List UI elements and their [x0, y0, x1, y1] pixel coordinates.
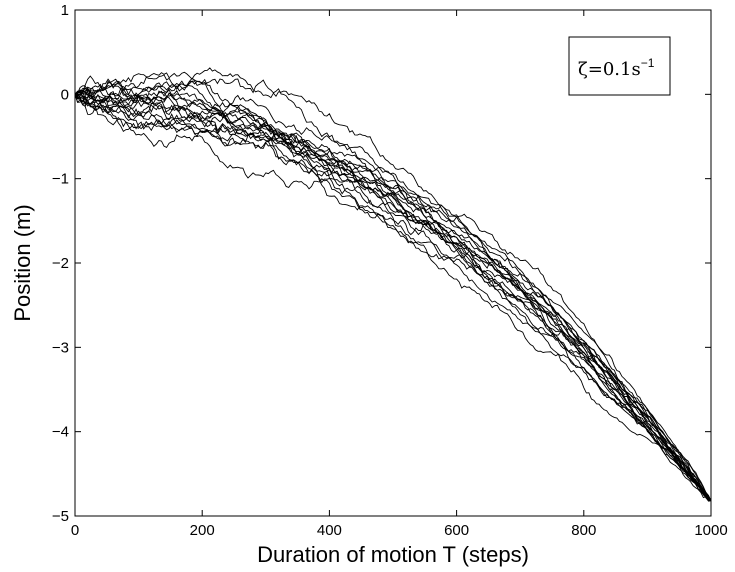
trajectory-line [74, 94, 712, 502]
x-tick-label: 400 [317, 522, 342, 539]
trajectory-line [74, 74, 712, 502]
trajectory-line [74, 92, 712, 502]
trajectory-line [74, 77, 712, 502]
legend: ζ=0.1s−1 [568, 36, 671, 96]
x-tick-label: 1000 [694, 522, 727, 539]
legend-box [568, 36, 671, 96]
series-layer [74, 67, 712, 502]
ticks-layer: 0 200 400 600 800 1000 1 0 −1 −2 −3 −4 −5 [52, 2, 728, 539]
trajectory-line [74, 80, 712, 502]
x-tick-label: 600 [444, 522, 469, 539]
y-tick-label: −5 [52, 508, 69, 525]
trajectory-line [74, 78, 712, 502]
x-tick-label: 0 [71, 522, 79, 539]
trajectory-line [74, 91, 712, 502]
trajectory-line [74, 67, 712, 502]
legend-label: ζ=0.1s−1 [578, 56, 655, 80]
x-tick-label: 200 [190, 522, 215, 539]
y-tick-label: 1 [61, 2, 69, 19]
legend-text: ζ=0.1s [578, 59, 641, 80]
y-axis-label: Position (m) [10, 204, 35, 321]
y-tick-label: −3 [52, 339, 69, 356]
y-tick-label: −4 [52, 424, 69, 441]
y-tick-label: −2 [52, 255, 69, 272]
legend-superscript: −1 [641, 56, 655, 70]
trajectory-line [74, 94, 712, 502]
x-axis-label: Duration of motion T (steps) [257, 542, 529, 567]
trajectory-line [74, 90, 712, 502]
trajectory-line [74, 88, 712, 502]
trajectory-line [74, 87, 712, 502]
y-tick-label: 0 [61, 86, 69, 103]
y-tick-label: −1 [52, 171, 69, 188]
trajectory-line [74, 75, 712, 502]
x-tick-label: 800 [571, 522, 596, 539]
